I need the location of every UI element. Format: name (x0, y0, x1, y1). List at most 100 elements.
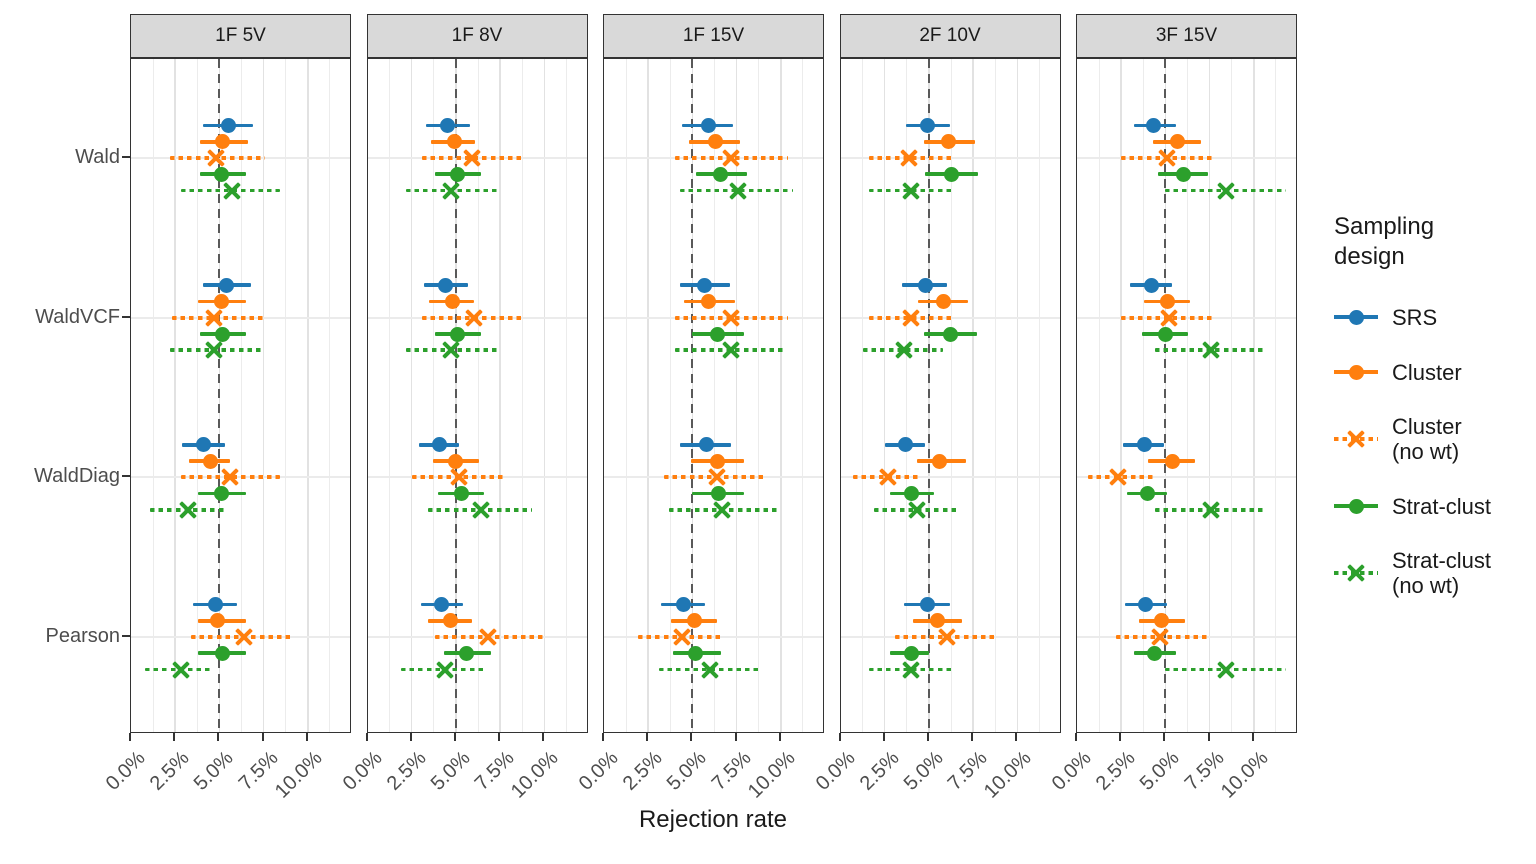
facet-title: 2F 10V (919, 25, 981, 46)
facet-title: 1F 8V (451, 25, 503, 46)
point-marker (437, 277, 453, 293)
point-marker (711, 486, 727, 502)
point-marker (1145, 117, 1161, 133)
y-axis-label-wald: Wald (75, 146, 120, 168)
x-tick-label: 10.0% (270, 747, 327, 803)
legend-entry: Cluster (1334, 359, 1534, 385)
point-marker (676, 596, 692, 612)
point-marker (453, 486, 469, 502)
x-marker (465, 309, 483, 327)
gridline-vertical-major (647, 59, 649, 732)
x-tick-mark (1015, 733, 1018, 741)
point-marker (1170, 134, 1186, 150)
x-tick-label: 5.0% (1136, 747, 1184, 795)
x-marker (436, 661, 454, 679)
x-tick-label: 5.0% (426, 747, 475, 795)
gridline-vertical-major (410, 59, 413, 732)
point-marker (919, 117, 935, 133)
x-tick-mark (778, 733, 781, 741)
x-marker (1202, 341, 1220, 359)
x-marker (479, 628, 497, 646)
gridline-vertical-minor (1231, 59, 1233, 732)
point-marker (459, 645, 474, 661)
reference-line-5pct (1164, 59, 1167, 732)
point-marker (195, 437, 211, 453)
x-tick-label: 10.0% (507, 747, 563, 803)
x-tick-label: 5.0% (663, 747, 711, 795)
point-marker (1147, 645, 1163, 661)
facet-strip: 1F 15V (603, 14, 824, 58)
y-tick-mark (122, 635, 130, 637)
gridline-vertical-major (972, 59, 974, 732)
point-marker (215, 326, 231, 342)
gridline-vertical-minor (196, 59, 198, 732)
gridline-vertical-minor (433, 59, 435, 732)
x-tick-label: 2.5% (1091, 747, 1140, 795)
gridline-vertical-minor (625, 59, 627, 732)
x-tick-mark (453, 733, 456, 741)
reference-line-5pct (454, 59, 457, 732)
legend-entry: Strat-clust (no wt) (1334, 548, 1534, 598)
x-marker (908, 501, 926, 519)
gridline-vertical-minor (669, 59, 671, 732)
facet-strip: 1F 5V (130, 14, 351, 58)
x-marker (1217, 182, 1235, 200)
gridline-vertical-minor (477, 59, 479, 732)
point-marker (713, 166, 729, 182)
point-marker (935, 293, 951, 309)
reference-line-5pct (927, 59, 930, 732)
point-marker (903, 486, 919, 502)
point-marker (213, 293, 229, 309)
x-marker (900, 149, 918, 167)
point-marker (709, 326, 725, 342)
point-marker (688, 645, 704, 661)
gridline-vertical-minor (758, 59, 760, 732)
point-marker (210, 613, 226, 629)
point-marker (944, 166, 960, 182)
x-tick-mark (217, 733, 220, 741)
x-tick-label: 10.0% (980, 747, 1036, 803)
gridline-vertical-major (1253, 59, 1255, 732)
x-tick-label: 5.0% (899, 747, 948, 795)
legend-key-circle (1334, 493, 1378, 519)
gridline-vertical-major (262, 59, 265, 732)
gridline-vertical-major (543, 59, 546, 732)
point-marker (1164, 453, 1180, 469)
legend-entry: SRS (1334, 304, 1534, 330)
point-marker (450, 326, 466, 342)
gridline-vertical-major (1120, 59, 1122, 732)
facet-strip: 1F 8V (366, 14, 588, 58)
facet-panel (130, 58, 351, 733)
point-marker (940, 134, 956, 150)
x-marker (701, 661, 719, 679)
point-marker (215, 134, 231, 150)
gridline-vertical-minor (152, 59, 154, 732)
reference-line-5pct (691, 59, 694, 732)
facet-title: 1F 15V (682, 25, 745, 46)
point-marker (218, 277, 234, 293)
point-marker (208, 596, 224, 612)
point-marker (1138, 596, 1154, 612)
x-tick-label: 0.0% (574, 747, 623, 795)
facet-panel (839, 58, 1061, 733)
x-tick-label: 2.5% (618, 747, 667, 795)
facet-panel (366, 58, 588, 733)
x-marker (1109, 468, 1127, 486)
point-marker (942, 326, 958, 342)
x-tick-label: 0.0% (1047, 747, 1096, 795)
x-marker (1217, 661, 1235, 679)
point-marker (1136, 437, 1152, 453)
gridline-vertical-minor (714, 59, 715, 732)
point-marker (699, 437, 715, 453)
y-axis-label-pearson: Pearson (45, 625, 121, 647)
point-marker (1154, 613, 1170, 629)
x-tick-mark (734, 733, 737, 741)
point-marker (213, 486, 229, 502)
reference-line-5pct (218, 59, 221, 732)
x-tick-label: 0.0% (338, 747, 387, 795)
gridline-vertical-minor (1038, 59, 1040, 732)
x-tick-label: 2.5% (855, 747, 904, 795)
y-tick-mark (122, 315, 130, 318)
x-tick-mark (1207, 733, 1210, 741)
